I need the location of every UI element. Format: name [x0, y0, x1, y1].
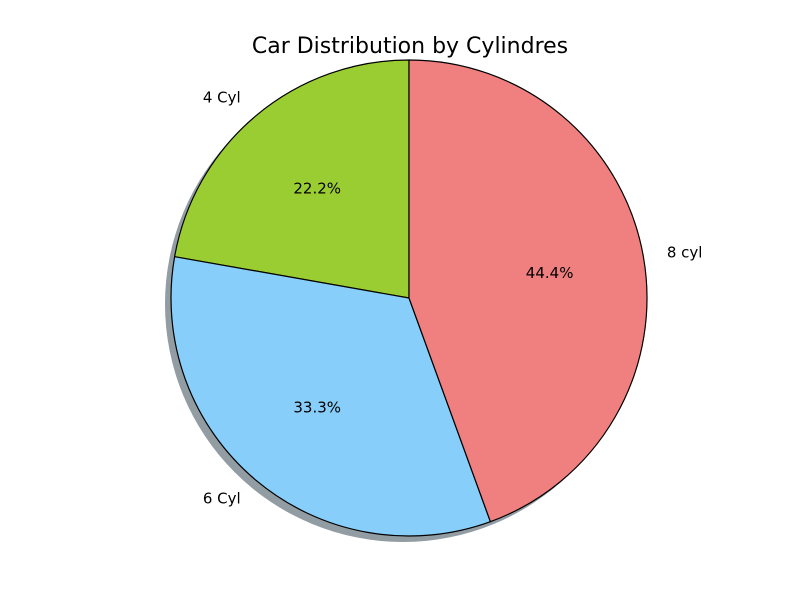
slice-label-8-cyl: 8 cyl	[667, 244, 703, 262]
pie-slice-4-cyl	[174, 59, 410, 299]
pie-slice-6-cyl	[170, 256, 492, 537]
pct-label-6-cyl: 33.3%	[293, 398, 341, 416]
pie-slice-8-cyl	[408, 59, 648, 523]
slice-label-6-cyl: 6 Cyl	[203, 490, 241, 508]
slice-label-4-cyl: 4 Cyl	[203, 88, 241, 106]
chart-title: Car Distribution by Cylindres	[252, 34, 568, 59]
pct-label-4-cyl: 22.2%	[293, 180, 341, 198]
pie-labels: 22.2% 4 Cyl 33.3% 6 Cyl 44.4% 8 cyl	[203, 88, 703, 507]
pie-slices	[170, 59, 648, 537]
pct-label-8-cyl: 44.4%	[526, 264, 574, 282]
